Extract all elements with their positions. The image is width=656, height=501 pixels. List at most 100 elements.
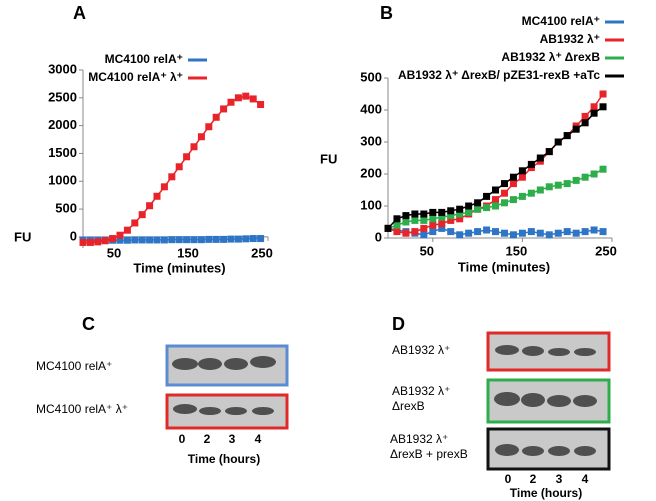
data-point [393, 221, 401, 229]
y-tick-label: 1000 [48, 173, 77, 188]
lane-label: 4 [255, 432, 262, 446]
data-point [492, 186, 500, 194]
y-tick-label: 500 [360, 69, 382, 84]
data-point [572, 125, 580, 133]
data-point [527, 160, 535, 168]
data-point [220, 235, 228, 243]
data-point [411, 228, 419, 236]
bands [495, 444, 596, 456]
data-point [242, 92, 250, 100]
data-point [438, 208, 446, 216]
data-point [456, 215, 464, 223]
data-point [227, 235, 235, 243]
data-point [429, 221, 437, 229]
lane-label: 2 [530, 472, 537, 486]
bands [495, 345, 596, 356]
series-line [387, 93, 604, 234]
x-tick-label: 150 [177, 245, 199, 260]
data-point [438, 220, 446, 228]
data-point [227, 98, 235, 106]
data-point [581, 173, 589, 181]
legend-label: AB1932 λ⁺ ΔrexB/ pZE31-rexB +aTc [398, 68, 600, 82]
data-point [109, 235, 117, 243]
data-point [500, 229, 508, 237]
lane-label: 3 [229, 432, 236, 446]
data-point [131, 219, 139, 227]
y-tick-label: 0 [375, 229, 382, 244]
data-point [518, 167, 526, 175]
y-tick-label: 1500 [48, 145, 77, 160]
x-axis-label: Time (minutes) [133, 260, 225, 275]
data-point [86, 238, 94, 246]
data-point [527, 189, 535, 197]
row-label-line: ΔrexB [392, 399, 425, 413]
data-point [483, 226, 491, 234]
data-point [465, 229, 473, 237]
data-point [205, 235, 213, 243]
data-point [138, 211, 146, 219]
data-point [212, 113, 220, 121]
lane-label: 0 [505, 472, 512, 486]
data-point [474, 205, 482, 213]
data-point [384, 224, 392, 232]
data-point [116, 231, 124, 239]
data-point [429, 228, 437, 236]
data-point [599, 165, 607, 173]
x-tick-label: 150 [506, 243, 528, 258]
data-point [590, 170, 598, 178]
data-point [146, 236, 154, 244]
data-point [545, 231, 553, 239]
legend-label: MC4100 relA⁺ λ⁺ [88, 70, 183, 84]
y-tick-label: 500 [55, 201, 77, 216]
data-point [492, 196, 500, 204]
data-point [190, 143, 198, 151]
y-tick-label: 3000 [48, 61, 77, 76]
row-label: MC4100 relA⁺ λ⁺ [36, 402, 128, 416]
data-point [234, 235, 242, 243]
data-point [411, 210, 419, 218]
data-point [420, 210, 428, 218]
data-point [249, 235, 257, 243]
data-point [599, 90, 607, 98]
legend-label: AB1932 λ⁺ [540, 32, 600, 46]
data-point [509, 196, 517, 204]
data-point [447, 228, 455, 236]
data-point [393, 228, 401, 236]
data-point [518, 229, 526, 237]
data-point [536, 186, 544, 194]
data-point [500, 189, 508, 197]
y-axis-label: FU [14, 229, 31, 244]
data-point [474, 228, 482, 236]
y-tick-label: 400 [360, 101, 382, 116]
row-label-line: AB1932 λ⁺ [390, 432, 448, 446]
data-point [175, 163, 183, 171]
y-tick-label: 300 [360, 133, 382, 148]
row-label-line: MC4100 relA⁺ [36, 359, 112, 373]
data-point [590, 226, 598, 234]
data-point [545, 183, 553, 191]
data-point [554, 181, 562, 189]
data-point [465, 202, 473, 210]
data-point [572, 176, 580, 184]
data-point [509, 173, 517, 181]
data-point [465, 208, 473, 216]
legend-label: MC4100 relA⁺ [522, 14, 600, 28]
y-tick-label: 200 [360, 165, 382, 180]
data-point [581, 112, 589, 120]
x-axis-label: Time (hours) [188, 452, 260, 466]
data-point [581, 119, 589, 127]
x-tick-label: 250 [595, 243, 617, 258]
data-point [420, 216, 428, 224]
data-point [599, 228, 607, 236]
data-point [146, 202, 154, 210]
data-point [581, 228, 589, 236]
legend-label: MC4100 relA⁺ [105, 52, 183, 66]
data-point [94, 238, 102, 246]
data-point [509, 231, 517, 239]
data-point [536, 229, 544, 237]
data-point [242, 235, 250, 243]
data-point [197, 133, 205, 141]
data-point [447, 216, 455, 224]
data-point [183, 236, 191, 244]
